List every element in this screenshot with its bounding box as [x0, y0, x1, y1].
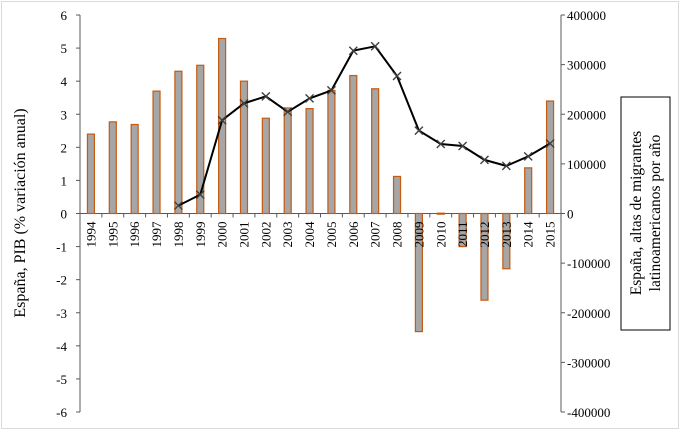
x-tick-label: 1996: [127, 221, 142, 248]
y-left-tick-label: 0: [61, 207, 68, 222]
x-tick-label: 2013: [499, 222, 514, 248]
bar-2006: [349, 74, 358, 215]
y-left-tick-label: 4: [61, 74, 68, 89]
line-point: [261, 91, 271, 101]
y-right-tick-label: 400000: [567, 8, 606, 23]
line-point: [523, 151, 533, 161]
line-point: [195, 190, 205, 200]
x-tick-label: 2009: [411, 222, 426, 248]
line-point: [239, 98, 249, 108]
x-tick-label: 1999: [193, 222, 208, 248]
bar-1994: [86, 133, 96, 215]
bar-2011: [458, 212, 467, 248]
bar-2004: [305, 108, 314, 215]
y-left-tick-label: -2: [56, 273, 67, 288]
bar-1998: [174, 70, 183, 215]
x-tick-label: 2001: [236, 222, 251, 248]
y-right-tick-label: 0: [567, 207, 574, 222]
x-tick-label: 2005: [324, 222, 339, 248]
bar-2008: [392, 175, 402, 215]
y-axis-right-title-line1: España, altas de migrantes: [628, 131, 645, 295]
bar-2003: [283, 107, 292, 215]
x-tick-label: 2000: [215, 222, 230, 248]
bar-2007: [371, 88, 380, 215]
x-tick-label: 2002: [258, 222, 273, 248]
x-tick-label: 2008: [390, 222, 405, 248]
bar-1999: [196, 64, 205, 215]
y-left-tick-label: 5: [61, 41, 68, 56]
y-axis-right-title-line2: latinoamericanos por año: [647, 134, 664, 291]
y-left-tick-label: 3: [61, 107, 68, 122]
x-tick-label: 2011: [455, 222, 470, 248]
bar-2013: [502, 212, 511, 270]
bar-2010: [436, 212, 445, 215]
y-axis-left-title: España, PIB (% variación anual): [12, 108, 29, 317]
bar-2014: [524, 167, 533, 215]
x-tick-label: 2006: [346, 221, 361, 248]
bar-2015: [545, 100, 555, 215]
bar-2002: [261, 117, 270, 215]
y-right-tick-label: 300000: [567, 58, 606, 73]
bar-1997: [152, 90, 161, 215]
line-point: [326, 85, 336, 95]
x-tick-label: 2010: [433, 222, 448, 248]
y-left-tick-label: -4: [56, 339, 67, 354]
line-point: [370, 41, 380, 51]
y-axis-right-title-box: [620, 96, 671, 331]
line-point: [305, 93, 315, 103]
x-tick-label: 1997: [149, 221, 164, 248]
bar-1996: [130, 123, 139, 215]
line-point: [545, 139, 555, 149]
x-tick-label: 2004: [302, 221, 317, 248]
y-right-tick-label: -200000: [567, 306, 610, 321]
y-right-tick-label: 100000: [567, 157, 606, 172]
line-point: [458, 141, 468, 151]
x-tick-label: 1998: [171, 222, 186, 248]
y-right-tick-label: -400000: [567, 405, 610, 420]
bar-2001: [239, 80, 249, 215]
y-left-tick-label: -1: [56, 240, 67, 255]
line-point: [414, 126, 424, 136]
line-point: [348, 46, 358, 56]
x-tick-label: 1994: [83, 221, 98, 248]
bar-2012: [480, 212, 489, 301]
x-tick-label: 2007: [368, 221, 383, 248]
line-point: [479, 155, 489, 165]
bar-2005: [327, 89, 336, 215]
y-left-tick-label: 6: [61, 8, 68, 23]
x-tick-label: 2012: [477, 222, 492, 248]
x-tick-label: 2015: [543, 222, 558, 248]
line-point: [283, 107, 293, 117]
bar-2009: [414, 212, 423, 333]
y-left-tick-label: 2: [61, 140, 68, 155]
y-right-tick-label: -300000: [567, 355, 610, 370]
x-tick-label: 2003: [280, 222, 295, 248]
y-left-tick-label: -5: [56, 372, 67, 387]
y-left-tick-label: -3: [56, 306, 67, 321]
line-point: [436, 139, 446, 149]
y-left-tick-label: 1: [61, 173, 68, 188]
y-left-tick-label: -6: [56, 405, 67, 420]
x-tick-label: 1995: [105, 222, 120, 248]
y-right-tick-label: 200000: [567, 107, 606, 122]
bar-1995: [108, 121, 117, 215]
line-point: [392, 71, 402, 81]
x-tick-label: 2014: [521, 221, 536, 248]
line-point: [173, 201, 183, 211]
bar-2000: [218, 37, 227, 215]
line-point: [501, 161, 511, 171]
line-point: [217, 115, 227, 125]
y-right-tick-label: -100000: [567, 256, 610, 271]
